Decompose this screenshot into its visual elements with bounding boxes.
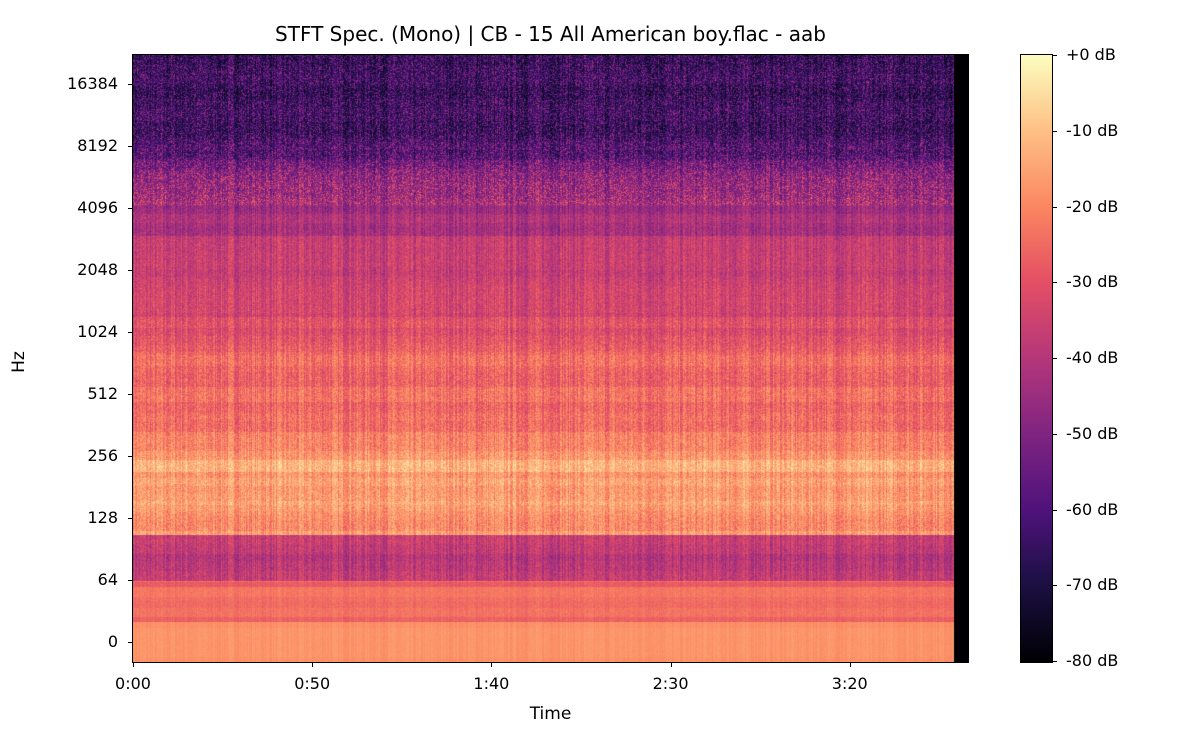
colorbar-tick-mark — [1052, 509, 1057, 511]
y-tick-label: 16384 — [67, 74, 118, 93]
y-tick-mark — [128, 394, 133, 395]
x-tick-mark — [133, 662, 134, 667]
colorbar-tick-mark — [1052, 282, 1057, 284]
colorbar-tick-label: -20 dB — [1066, 196, 1119, 216]
x-tick-mark — [491, 662, 493, 667]
colorbar-tick-mark — [1052, 433, 1057, 435]
colorbar-tick-mark — [1052, 661, 1057, 662]
colorbar-tick-label: -40 dB — [1066, 348, 1119, 367]
x-tick-label: 0:00 — [115, 674, 151, 693]
x-tick-label: 0:50 — [294, 674, 331, 693]
colorbar-tick-label: -70 dB — [1066, 575, 1119, 595]
colorbar-tick-label: -10 dB — [1066, 120, 1119, 140]
y-tick-mark — [128, 642, 133, 643]
y-tick-label: 8192 — [77, 136, 118, 155]
y-tick-label: 256 — [87, 446, 118, 465]
colorbar-tick-mark — [1052, 55, 1057, 56]
spectrogram-heatmap — [132, 54, 969, 663]
y-tick-mark — [128, 580, 133, 581]
x-tick-mark — [670, 662, 672, 667]
y-tick-mark — [128, 332, 133, 333]
y-tick-label: 128 — [87, 508, 118, 527]
colorbar-tick-mark — [1052, 358, 1057, 359]
colorbar-tick-label: +0 dB — [1066, 45, 1116, 64]
colorbar-tick-mark — [1052, 206, 1057, 208]
y-tick-mark — [128, 270, 133, 271]
x-tick-label: 3:20 — [831, 674, 868, 693]
x-tick-mark — [312, 662, 314, 667]
colorbar-tick-label: -50 dB — [1066, 423, 1119, 443]
chart-title: STFT Spec. (Mono) | CB - 15 All American… — [275, 22, 826, 46]
y-tick-label: 4096 — [77, 198, 118, 217]
y-tick-mark — [128, 456, 133, 457]
y-axis-label: Hz — [8, 351, 29, 373]
y-tick-mark — [128, 518, 133, 519]
y-tick-mark — [128, 208, 133, 209]
x-axis-label: Time — [529, 704, 572, 724]
colorbar — [1020, 54, 1053, 663]
y-tick-label: 512 — [87, 384, 118, 403]
y-tick-label: 64 — [97, 570, 118, 589]
x-tick-label: 1:40 — [473, 674, 510, 693]
colorbar-tick-mark — [1052, 130, 1057, 132]
colorbar-tick-label: -80 dB — [1066, 651, 1119, 670]
y-tick-mark — [128, 84, 133, 85]
colorbar-tick-label: -60 dB — [1066, 499, 1119, 519]
y-tick-label: 2048 — [77, 260, 118, 279]
x-tick-mark — [849, 662, 851, 667]
colorbar-tick-mark — [1052, 585, 1057, 587]
colorbar-tick-label: -30 dB — [1066, 272, 1119, 292]
x-tick-label: 2:30 — [652, 674, 689, 693]
y-tick-mark — [128, 146, 133, 147]
y-tick-label: 1024 — [77, 322, 118, 341]
y-tick-label: 0 — [107, 632, 118, 651]
